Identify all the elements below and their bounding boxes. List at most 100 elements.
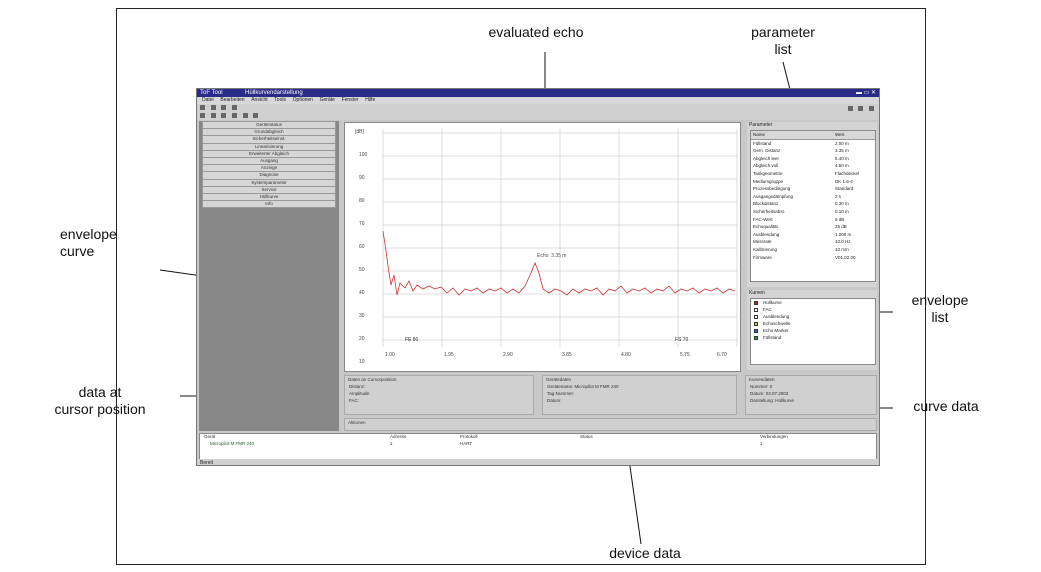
param-value: DK 1.6-4: [835, 178, 853, 184]
param-name: Abgleich voll: [753, 163, 779, 169]
curve-list-panel: Kurven Hüllkurve FAC Ausblendung Echosch…: [747, 290, 877, 370]
param-name: Tankgeometrie: [753, 170, 783, 176]
nav-item[interactable]: Service: [202, 186, 336, 194]
nav-item[interactable]: Ausgang: [202, 157, 336, 166]
param-name: Kalibrierung: [753, 246, 778, 252]
toolbar-right-icons[interactable]: [845, 105, 875, 113]
menu-devices[interactable]: Geräte: [319, 97, 335, 103]
header-name[interactable]: Name: [753, 132, 766, 137]
callout-evaluated-echo: evaluated echo: [488, 24, 584, 40]
parameter-row[interactable]: Tankgeometrie Flachdeckel: [751, 170, 875, 178]
curve-checkbox[interactable]: [754, 336, 758, 340]
menu-window[interactable]: Fenster: [341, 97, 359, 103]
parameter-row[interactable]: Abgleich voll 4.50 m: [751, 162, 875, 170]
device-data-line: Gerätename: Micropilot M FMR 240: [547, 384, 619, 389]
menu-view[interactable]: Ansicht: [251, 97, 268, 103]
parameter-row[interactable]: Ausblendung 1.000 m: [751, 231, 875, 239]
help-icon[interactable]: [232, 105, 238, 110]
settings-icon[interactable]: [253, 113, 259, 118]
y-tick-label: 20: [359, 336, 365, 342]
window-controls[interactable]: ▬ ▭ ✕: [855, 90, 876, 96]
curve-data-line: Nummer: 0: [750, 384, 773, 389]
nav-item[interactable]: Diagnose: [202, 172, 336, 180]
envelope-plot[interactable]: [dB] 100 90 80 70 60 50 40 30 20 10 1.00…: [344, 122, 741, 372]
disconnect-icon[interactable]: [210, 113, 216, 118]
cursor-data-line: Amplitude:: [349, 391, 371, 396]
nav-item[interactable]: Systemparameter: [202, 179, 336, 187]
param-value: 6 dB: [835, 216, 845, 222]
print-icon[interactable]: [221, 105, 227, 110]
parameter-row[interactable]: Prozessbedingung Standard: [751, 185, 875, 193]
curve-checkbox[interactable]: [754, 315, 758, 319]
parameter-row[interactable]: Ausgangsdämpfung 2 s: [751, 193, 875, 201]
callout-envelope-list: envelope list: [898, 292, 982, 326]
curve-checkbox[interactable]: [754, 329, 758, 333]
nav-item[interactable]: Sicherheitseinst.: [202, 136, 336, 144]
curve-item[interactable]: Echo Marker: [751, 327, 875, 334]
connect-icon[interactable]: [200, 113, 205, 118]
nav-item[interactable]: Info: [202, 201, 336, 209]
device-row-name[interactable]: Micropilot M FMR 240: [210, 441, 255, 446]
menu-options[interactable]: Optionen: [292, 97, 313, 103]
parameter-row[interactable]: Blockdistanz 0.30 m: [751, 200, 875, 208]
header-value[interactable]: Wert: [835, 132, 845, 137]
nav-item[interactable]: Anzeige: [202, 165, 336, 173]
marker-right: FS 70: [675, 337, 689, 343]
menu-edit[interactable]: Bearbeiten: [220, 97, 245, 103]
curve-checkbox[interactable]: [754, 322, 758, 326]
curve-item[interactable]: Füllstand: [751, 334, 875, 341]
parameter-row[interactable]: Firmware V01.02.00: [751, 254, 875, 262]
y-tick-label: 40: [359, 290, 365, 296]
parameter-table[interactable]: Name Wert Füllstand 2.00 m Gem. Distanz 3.…: [750, 130, 876, 282]
parameter-row[interactable]: Messrate 10.0 Hz: [751, 238, 875, 246]
search-icon[interactable]: [858, 106, 864, 111]
parameter-row[interactable]: Kalibrierung 10 mm: [751, 246, 875, 254]
parameter-row[interactable]: Echoqualität 25 dB: [751, 223, 875, 231]
navigation-panel: Gerätestatus Grundabgleich Sicherheitsei…: [199, 121, 339, 431]
parameter-row[interactable]: FAC-Wert 6 dB: [751, 216, 875, 224]
toolbar-secondary: [197, 112, 879, 120]
parameter-row[interactable]: Abgleich leer 5.40 m: [751, 155, 875, 163]
param-value: 4.50 m: [835, 163, 849, 169]
title-bar: ToF Tool Hüllkurvendarstellung ▬ ▭ ✕: [197, 89, 879, 97]
menu-tools[interactable]: Tools: [274, 97, 286, 103]
col-connections[interactable]: Verbindungen: [760, 434, 788, 439]
parameter-row[interactable]: Gem. Distanz 3.35 m: [751, 147, 875, 155]
col-protocol[interactable]: Protokoll: [460, 434, 478, 439]
curve-item[interactable]: FAC: [751, 306, 875, 313]
param-value: 1.000 m: [835, 231, 852, 237]
col-status[interactable]: Status: [580, 434, 593, 439]
menu-help[interactable]: Hilfe: [365, 97, 376, 103]
curve-checkbox[interactable]: [754, 301, 758, 305]
nav-item[interactable]: Grundabgleich: [202, 129, 336, 137]
curve-item[interactable]: Echoschwelle: [751, 320, 875, 327]
parameter-row[interactable]: Sicherheitsabst. 0.10 m: [751, 208, 875, 216]
param-name: Gem. Distanz: [753, 148, 781, 154]
nav-item[interactable]: Linearisierung: [202, 143, 336, 151]
curve-checkbox[interactable]: [754, 308, 758, 312]
upload-icon[interactable]: [221, 113, 227, 118]
param-value: 5.40 m: [835, 155, 849, 161]
nav-item[interactable]: Hüllkurve: [202, 193, 336, 202]
parameter-row[interactable]: Füllstand 2.00 m: [751, 140, 875, 148]
x-tick-label: 5.75: [680, 352, 690, 358]
cursor-data-title: Daten an Cursorposition: [348, 377, 397, 382]
cursor-data-line: Distanz:: [349, 384, 366, 389]
parameter-row[interactable]: Mediumgruppe DK 1.6-4: [751, 178, 875, 186]
curve-item[interactable]: Hüllkurve: [751, 299, 875, 306]
stop-icon[interactable]: [242, 113, 248, 118]
nav-item[interactable]: Gerätestatus: [202, 121, 336, 130]
param-name: Prozessbedingung: [753, 186, 791, 192]
device-data-line: Tag-Nummer:: [547, 391, 575, 396]
save-icon[interactable]: [210, 105, 216, 110]
download-icon[interactable]: [232, 113, 238, 118]
menu-file[interactable]: Datei: [202, 97, 214, 103]
open-icon[interactable]: [200, 105, 205, 110]
col-device[interactable]: Gerät: [204, 434, 216, 439]
app-window: ToF Tool Hüllkurvendarstellung ▬ ▭ ✕ Dat…: [196, 88, 880, 466]
nav-item[interactable]: Erweiterter Abgleich: [202, 150, 336, 158]
col-address[interactable]: Adresse: [390, 434, 407, 439]
curve-item[interactable]: Ausblendung: [751, 313, 875, 320]
context-help-icon[interactable]: [869, 106, 874, 111]
view-icon[interactable]: [847, 106, 853, 111]
